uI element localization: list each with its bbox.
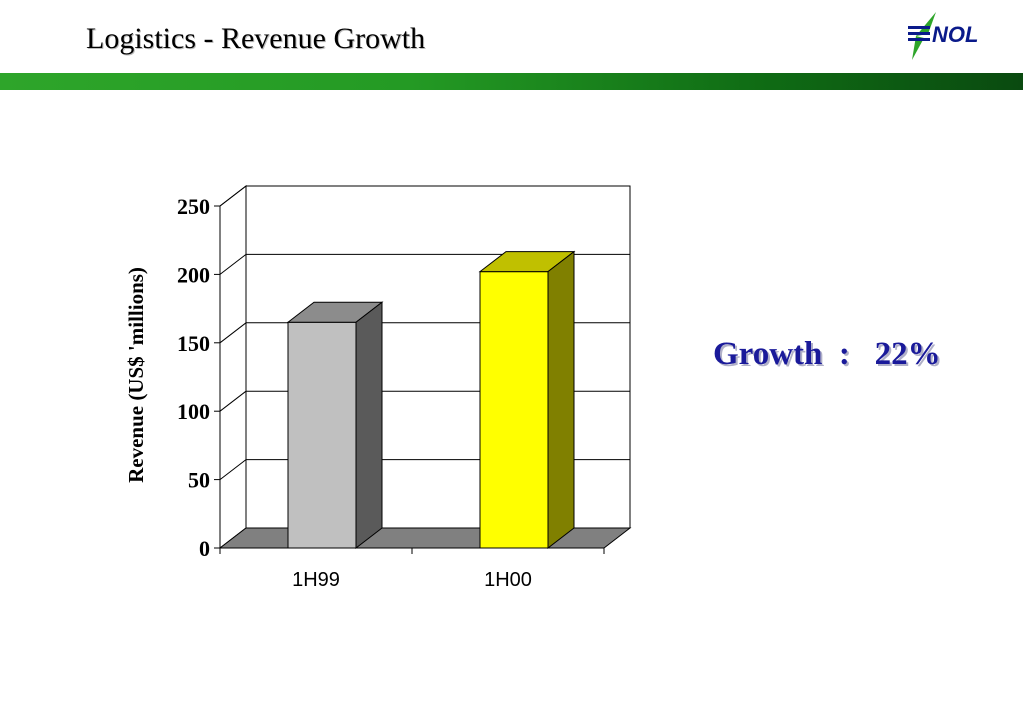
y-tick-label: 0 — [199, 536, 210, 561]
bar-1H00-front — [479, 271, 549, 549]
growth-label: Growth : 22% — [713, 336, 941, 372]
y-tick-label: 100 — [177, 399, 210, 424]
title-divider-bar — [0, 73, 1023, 90]
gridline-side — [219, 254, 247, 275]
chart-side-wall — [219, 184, 247, 550]
bar-1H00-side — [547, 250, 575, 550]
gridline-side — [219, 459, 247, 480]
y-tick-label: 150 — [177, 331, 210, 356]
gridline-side — [219, 322, 247, 344]
y-tick-label: 50 — [188, 468, 210, 493]
nol-logo: NOL — [906, 10, 1016, 62]
bar-1H99-front — [287, 321, 357, 549]
slide-title: Logistics - Revenue Growth — [86, 22, 426, 55]
gridline-side — [219, 390, 247, 412]
y-tick-label: 250 — [177, 194, 210, 219]
x-category-label: 1H99 — [292, 569, 340, 591]
gridline-side — [219, 185, 247, 207]
logo-text: NOL — [932, 22, 979, 47]
nol-logo-icon — [908, 12, 936, 60]
y-axis-title: Revenue (US$ 'millions) — [124, 267, 148, 483]
bar-1H99-side — [355, 301, 383, 550]
x-category-label: 1H00 — [484, 569, 532, 591]
y-tick-label: 200 — [177, 262, 210, 287]
